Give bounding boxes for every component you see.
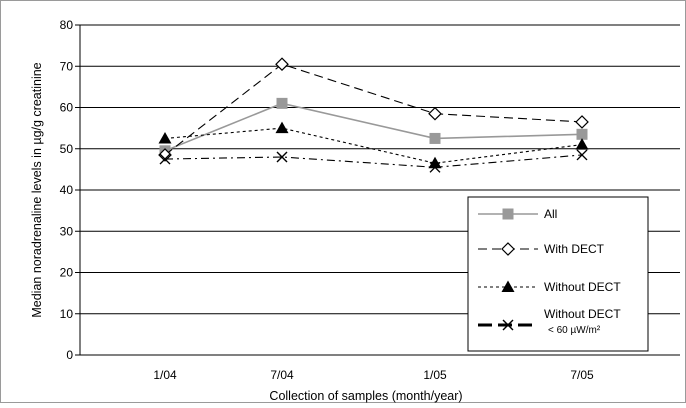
legend-marker-without (501, 280, 515, 292)
legend-item-all: All (478, 207, 557, 221)
legend-marker-low (502, 319, 514, 331)
data-point-low-stroke (159, 153, 171, 165)
y-tick-label: 30 (60, 224, 74, 238)
data-point-low (159, 153, 171, 165)
data-point-low (429, 161, 441, 173)
legend-label-without: Without DECT (544, 280, 621, 294)
legend-label-all: All (544, 207, 557, 221)
data-point-with (428, 106, 442, 121)
data-point-all (429, 132, 441, 144)
y-tick-label: 0 (66, 348, 73, 362)
data-point-all (276, 97, 288, 109)
legend: All With DECT Without DECT Without DECT < 60… (467, 196, 649, 352)
x-tick-label: 1/05 (423, 368, 447, 382)
y-tick-label: 50 (60, 142, 74, 156)
legend-item-without: Without DECT (478, 280, 621, 294)
legend-marker-with (501, 242, 515, 256)
x-axis-label: Collection of samples (month/year) (269, 389, 462, 403)
series (158, 57, 589, 173)
x-tick-label: 7/04 (270, 368, 294, 382)
data-point-all (576, 128, 588, 140)
series-with (158, 57, 589, 162)
series-without (158, 121, 589, 169)
series-line-all (164, 102, 583, 152)
series-low (159, 149, 588, 173)
y-tick-label: 40 (60, 183, 74, 197)
data-point-low (576, 149, 588, 161)
data-point-low-stroke (429, 161, 441, 173)
x-tick-label: 1/04 (153, 368, 177, 382)
y-tick-label: 80 (60, 18, 74, 32)
data-point-low-stroke (576, 149, 588, 161)
series-line-with (164, 63, 583, 156)
y-tick-label: 20 (60, 266, 74, 280)
y-axis-label: Median noradrenaline levels in µg/g crea… (30, 62, 44, 317)
data-point-without (428, 156, 442, 169)
y-tick-label: 10 (60, 307, 74, 321)
y-tick-label: 60 (60, 101, 74, 115)
data-point-low-stroke (276, 151, 288, 163)
x-tick-label: 7/05 (570, 368, 594, 382)
labels: Median noradrenaline levels in µg/g crea… (30, 18, 594, 403)
data-point-without (575, 138, 589, 150)
data-point-without (275, 121, 289, 134)
series-line-low (164, 154, 583, 168)
series-line-without (164, 127, 583, 164)
legend-item-with: With DECT (478, 242, 605, 256)
legend-item-low: Without DECT < 60 µW/m² (478, 307, 621, 336)
legend-label-low: Without DECT (544, 307, 621, 321)
axes (75, 24, 680, 356)
data-point-low (276, 151, 288, 163)
y-tick-label: 70 (60, 59, 74, 73)
data-point-with (575, 115, 589, 129)
data-point-without (158, 131, 172, 144)
data-point-with (158, 148, 172, 162)
legend-marker-all (502, 208, 514, 220)
data-point-with (275, 57, 289, 72)
legend-label-with: With DECT (544, 242, 605, 256)
legend-sublabel-low: < 60 µW/m² (548, 325, 601, 336)
legend-marker-low-stroke (502, 319, 514, 331)
series-all (159, 97, 588, 157)
